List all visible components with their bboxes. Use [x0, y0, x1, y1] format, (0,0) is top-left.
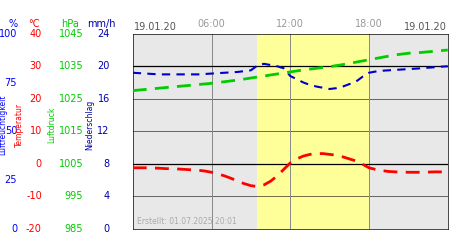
Text: 1025: 1025 — [58, 94, 83, 104]
Text: 25: 25 — [4, 175, 17, 185]
Text: 24: 24 — [97, 29, 110, 39]
Text: 16: 16 — [98, 94, 110, 104]
Text: 4: 4 — [104, 191, 110, 201]
Bar — [133, 34, 448, 229]
Text: 1005: 1005 — [58, 159, 83, 169]
Text: 10: 10 — [30, 126, 42, 136]
Text: 19.01.20: 19.01.20 — [404, 22, 447, 32]
Text: 12: 12 — [97, 126, 110, 136]
Text: Temperatur: Temperatur — [15, 103, 24, 147]
Text: Luftfeuchtigkeit: Luftfeuchtigkeit — [0, 95, 8, 155]
Text: 1015: 1015 — [58, 126, 83, 136]
Text: 12:00: 12:00 — [276, 19, 304, 29]
Text: Niederschlag: Niederschlag — [86, 100, 94, 150]
Text: mm/h: mm/h — [87, 19, 116, 29]
Text: hPa: hPa — [61, 19, 79, 29]
Text: 40: 40 — [30, 29, 42, 39]
Text: 0: 0 — [11, 224, 17, 234]
Text: 995: 995 — [65, 191, 83, 201]
Text: 50: 50 — [4, 126, 17, 136]
Text: 20: 20 — [97, 61, 110, 71]
Text: 75: 75 — [4, 78, 17, 88]
Text: 06:00: 06:00 — [198, 19, 225, 29]
Text: 8: 8 — [104, 159, 110, 169]
Text: 20: 20 — [30, 94, 42, 104]
Text: 1035: 1035 — [58, 61, 83, 71]
Text: 18:00: 18:00 — [355, 19, 383, 29]
Text: 985: 985 — [65, 224, 83, 234]
Text: 0: 0 — [36, 159, 42, 169]
Text: -20: -20 — [26, 224, 42, 234]
Text: 1045: 1045 — [58, 29, 83, 39]
Text: 19.01.20: 19.01.20 — [134, 22, 176, 32]
Text: 30: 30 — [30, 61, 42, 71]
Bar — [257, 34, 369, 229]
Text: -10: -10 — [26, 191, 42, 201]
Text: %: % — [8, 19, 17, 29]
Text: Luftdruck: Luftdruck — [47, 107, 56, 143]
Text: °C: °C — [28, 19, 40, 29]
Text: 0: 0 — [104, 224, 110, 234]
Text: 100: 100 — [0, 29, 17, 39]
Text: Erstellt: 01.07.2025 20:01: Erstellt: 01.07.2025 20:01 — [137, 217, 237, 226]
